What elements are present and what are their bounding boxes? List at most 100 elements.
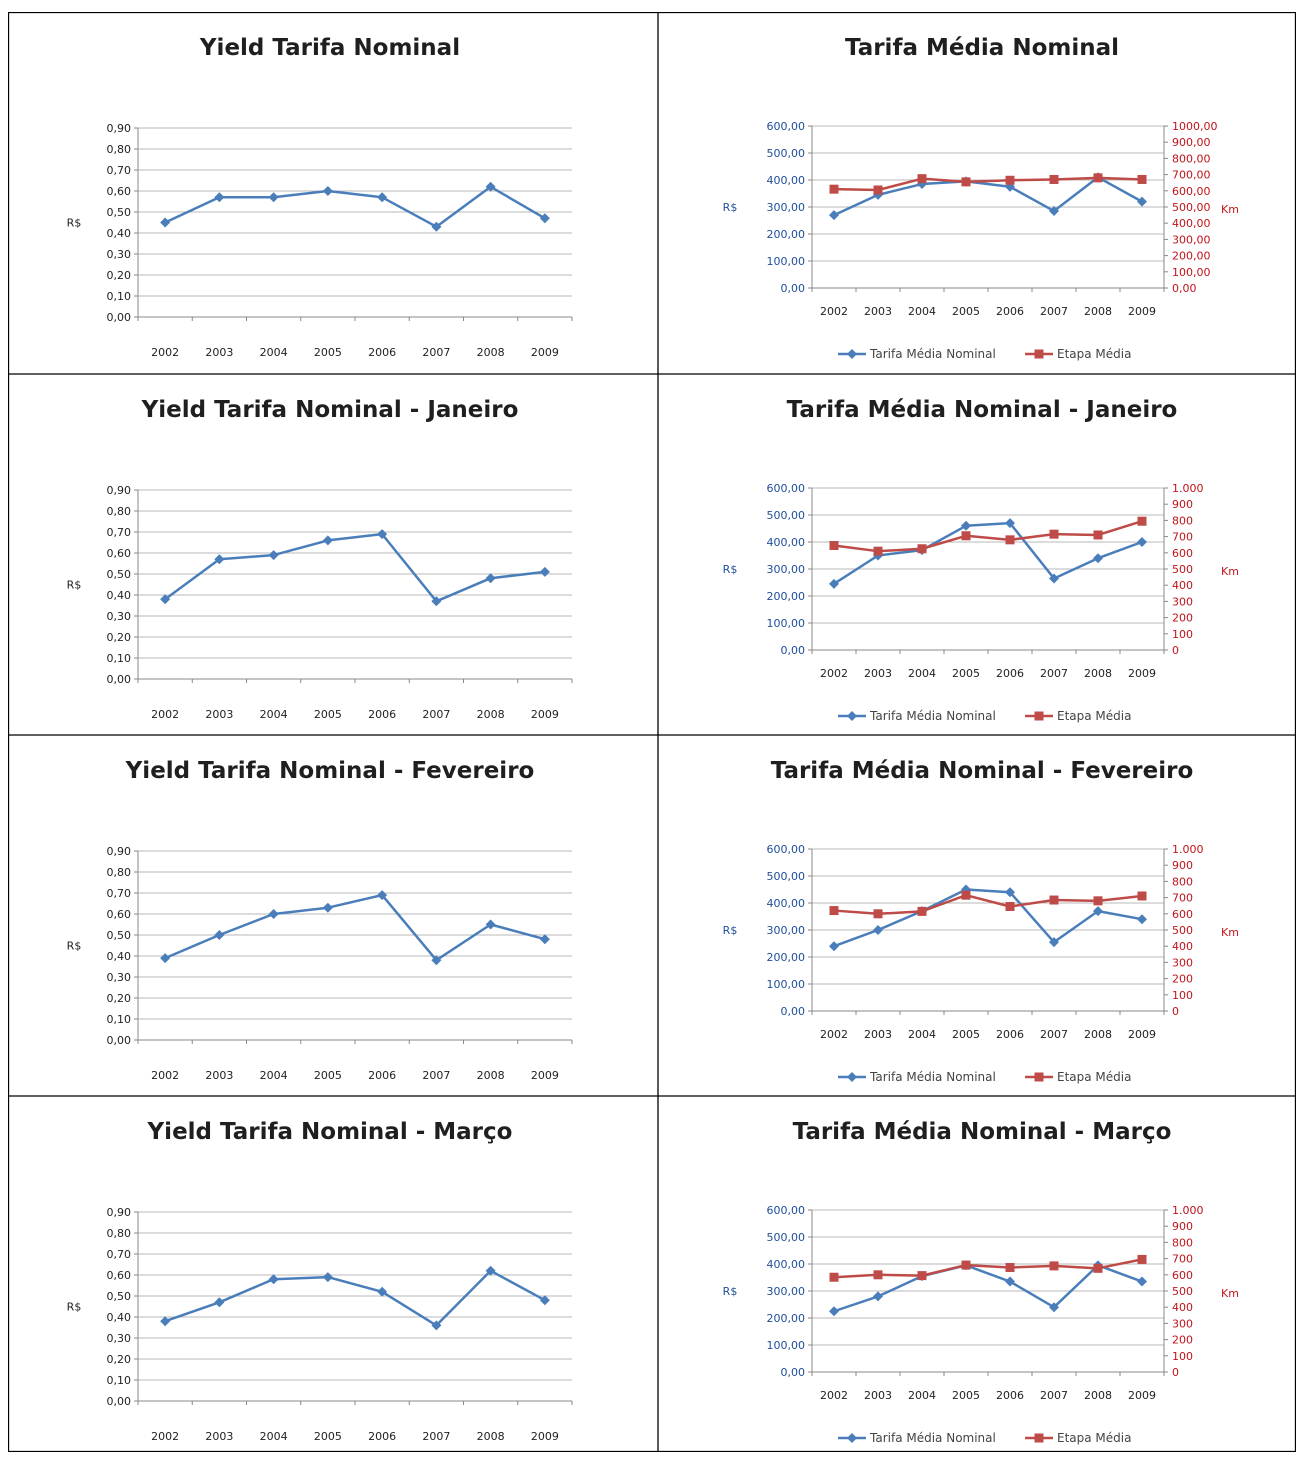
x-tick-label: 2009 — [1128, 1389, 1156, 1402]
data-point — [1049, 206, 1059, 217]
y-tick-label: 200,00 — [767, 1312, 806, 1325]
x-tick-label: 2006 — [368, 1430, 396, 1443]
y-tick-label: 600,00 — [767, 482, 806, 495]
y-tick-label: 400,00 — [767, 897, 806, 910]
y-tick-label: 0,20 — [107, 1353, 132, 1366]
data-point — [377, 1286, 388, 1297]
x-tick-label: 2008 — [477, 1069, 505, 1082]
data-point — [873, 185, 883, 195]
data-point — [1005, 1263, 1015, 1273]
data-point — [917, 174, 927, 184]
x-tick-label: 2002 — [151, 708, 179, 721]
y2-tick-label: 800 — [1172, 875, 1193, 888]
chart-title: Tarifa Média Nominal - Janeiro — [787, 397, 1178, 423]
y2-tick-label: 600,00 — [1172, 185, 1211, 198]
data-point — [873, 546, 883, 556]
y-tick-label: 400,00 — [767, 174, 806, 187]
data-point — [214, 1297, 225, 1308]
y2-tick-label: 500 — [1172, 924, 1193, 937]
y2-tick-label: 400,00 — [1172, 217, 1211, 230]
y2-tick-label: 0 — [1172, 1005, 1179, 1018]
y2-tick-label: 500,00 — [1172, 201, 1211, 214]
data-point — [377, 529, 388, 540]
y2-tick-label: 800 — [1172, 1236, 1193, 1249]
data-point — [485, 1265, 496, 1276]
y-tick-label: 300,00 — [767, 1285, 806, 1298]
y-tick-label: 300,00 — [767, 924, 806, 937]
y-tick-label: 0,40 — [107, 589, 132, 602]
data-point — [214, 192, 225, 203]
x-tick-label: 2009 — [1128, 305, 1156, 318]
data-point — [873, 1291, 883, 1302]
x-tick-label: 2004 — [260, 1069, 288, 1082]
data-point — [873, 925, 883, 935]
series-line — [833, 176, 1143, 192]
legend-entry: Tarifa Média Nominal — [869, 347, 996, 361]
y2-axis-label: Km — [1221, 1287, 1239, 1300]
y-tick-label: 100,00 — [767, 1339, 806, 1352]
x-tick-label: 2003 — [205, 1430, 233, 1443]
x-tick-label: 2002 — [151, 1069, 179, 1082]
data-point — [1093, 906, 1103, 917]
chart-panel: Tarifa Média Nominal 0,00 100,00 200,00 300,… — [658, 12, 1296, 373]
chart-panel: Yield Tarifa Nominal - Fevereiro 0,00 0,10… — [8, 735, 658, 1096]
y-tick-label: 0,70 — [107, 1248, 132, 1261]
data-point — [322, 1272, 333, 1283]
data-point — [539, 1295, 550, 1306]
y2-tick-label: 800,00 — [1172, 152, 1211, 165]
data-point — [829, 578, 839, 589]
x-tick-label: 2006 — [996, 1389, 1024, 1402]
y2-axis-label: Km — [1221, 926, 1239, 939]
line-chart: Tarifa Média Nominal - Janeiro 0,00 100,00… — [723, 397, 1239, 723]
x-tick-label: 2003 — [205, 1069, 233, 1082]
y2-axis-label: Km — [1221, 565, 1239, 578]
x-tick-label: 2007 — [422, 1430, 450, 1443]
series-line — [833, 888, 1143, 948]
data-point — [322, 902, 333, 913]
y-tick-label: 300,00 — [767, 201, 806, 214]
y-tick-label: 0,00 — [107, 673, 132, 686]
data-point — [1137, 537, 1147, 547]
y-tick-label: 0,00 — [781, 1366, 806, 1379]
y2-tick-label: 0 — [1172, 644, 1179, 657]
x-tick-label: 2009 — [1128, 1028, 1156, 1041]
data-point — [485, 181, 496, 192]
data-point — [1093, 896, 1103, 906]
y2-tick-label: 500 — [1172, 1285, 1193, 1298]
y2-axis-label: Km — [1221, 203, 1239, 216]
y2-tick-label: 600 — [1172, 908, 1193, 921]
y-tick-label: 0,50 — [107, 206, 132, 219]
y2-tick-label: 600 — [1172, 547, 1193, 560]
data-point — [917, 906, 927, 916]
y2-tick-label: 100,00 — [1172, 266, 1211, 279]
y-tick-label: 200,00 — [767, 228, 806, 241]
x-tick-label: 2003 — [205, 346, 233, 359]
y2-tick-label: 300 — [1172, 595, 1193, 608]
x-tick-label: 2004 — [260, 346, 288, 359]
y-tick-label: 0,20 — [107, 269, 132, 282]
y-axis-label: R$ — [67, 940, 82, 953]
data-point — [377, 192, 388, 203]
y-tick-label: 0,90 — [107, 845, 132, 858]
legend-entry: Tarifa Média Nominal — [869, 1070, 996, 1084]
x-tick-label: 2005 — [314, 346, 342, 359]
x-tick-label: 2006 — [368, 346, 396, 359]
data-point — [1049, 895, 1059, 905]
data-point — [1005, 902, 1015, 912]
data-point — [431, 1320, 442, 1331]
y2-tick-label: 700 — [1172, 1253, 1193, 1266]
x-tick-label: 2002 — [151, 346, 179, 359]
series-line — [833, 893, 1143, 916]
data-point — [268, 550, 279, 561]
data-point — [961, 520, 971, 531]
data-point — [961, 890, 971, 900]
y2-tick-label: 1.000 — [1172, 1204, 1204, 1217]
data-point — [847, 1433, 857, 1443]
y-tick-label: 0,00 — [107, 1395, 132, 1408]
y-axis-label: R$ — [723, 1285, 738, 1298]
legend-entry: Etapa Média — [1057, 709, 1131, 723]
data-point — [917, 544, 927, 554]
data-point — [1137, 516, 1147, 526]
y-tick-label: 200,00 — [767, 951, 806, 964]
y2-tick-label: 0 — [1172, 1366, 1179, 1379]
